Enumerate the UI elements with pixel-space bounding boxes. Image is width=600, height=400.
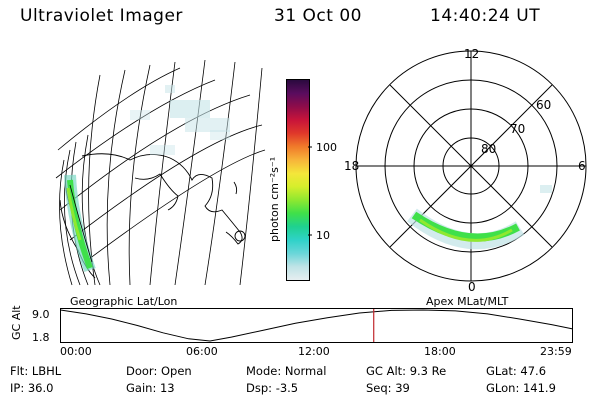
colorbar-tick-100: 100	[316, 141, 337, 154]
info-mode: Mode: Normal	[246, 364, 326, 378]
polar-plot: 12 18 6 0 60 70 80	[344, 47, 587, 294]
xtick-1200: 12:00	[298, 345, 330, 358]
info-ip: IP: 36.0	[10, 381, 53, 395]
xtick-0000: 00:00	[60, 345, 92, 358]
info-ip-label: IP:	[10, 381, 25, 395]
mlt-label-18: 18	[344, 159, 359, 173]
altitude-plot	[60, 308, 573, 343]
lat-label-70: 70	[510, 122, 525, 136]
info-dsp: Dsp: -3.5	[246, 381, 298, 395]
info-dsp-value: -3.5	[275, 381, 299, 395]
mlt-label-6: 6	[578, 159, 586, 173]
date-label: 31 Oct 00	[274, 6, 362, 26]
info-gcalt: GC Alt: 9.3 Re	[366, 364, 446, 378]
info-glat: GLat: 47.6	[486, 364, 546, 378]
info-glat-label: GLat:	[486, 364, 517, 378]
info-gcalt-value: 9.3 Re	[409, 364, 447, 378]
info-flt: Flt: LBHL	[10, 364, 61, 378]
info-glat-value: 47.6	[520, 364, 547, 378]
info-seq: Seq: 39	[366, 381, 410, 395]
instrument-title: Ultraviolet Imager	[20, 6, 183, 26]
xtick-0600: 06:00	[186, 345, 218, 358]
info-mode-label: Mode:	[246, 364, 282, 378]
altitude-frame	[60, 308, 573, 343]
info-seq-label: Seq:	[366, 381, 392, 395]
polar-aurora-oval	[407, 208, 525, 250]
geo-aurora-band	[64, 174, 96, 273]
info-flt-label: Flt:	[10, 364, 29, 378]
info-ip-value: 36.0	[27, 381, 54, 395]
info-gain-label: Gain:	[126, 381, 157, 395]
xtick-2359: 23:59	[540, 345, 572, 358]
altitude-ylabel: GC Alt	[10, 305, 23, 340]
colorbar-ticks	[308, 146, 312, 236]
info-door-value: Open	[160, 364, 192, 378]
lat-label-80: 80	[481, 142, 496, 156]
info-seq-value: 39	[395, 381, 410, 395]
info-glon-label: GLon:	[486, 381, 520, 395]
colorbar-tick-10: 10	[316, 229, 330, 242]
emission-speckles	[130, 85, 230, 155]
info-gcalt-label: GC Alt:	[366, 364, 407, 378]
polar-panel-label: Apex MLat/MLT	[426, 295, 509, 308]
info-gain-value: 13	[159, 381, 175, 395]
info-glon: GLon: 141.9	[486, 381, 556, 395]
altitude-ytick-max: 9.0	[32, 308, 50, 321]
polar-grid	[355, 50, 587, 282]
time-label: 14:40:24 UT	[430, 6, 541, 26]
geo-panel-label: Geographic Lat/Lon	[70, 295, 178, 308]
altitude-curve	[60, 309, 573, 342]
colorbar	[286, 79, 310, 281]
info-door: Door: Open	[126, 364, 192, 378]
info-glon-value: 141.9	[522, 381, 556, 395]
info-mode-value: Normal	[284, 364, 327, 378]
mlt-label-0: 0	[468, 280, 476, 294]
info-flt-value: LBHL	[31, 364, 62, 378]
xtick-1800: 18:00	[424, 345, 456, 358]
colorbar-unit-label: photon cm⁻²s⁻¹	[268, 156, 281, 242]
mlt-label-12: 12	[464, 47, 479, 61]
info-gain: Gain: 13	[126, 381, 175, 395]
info-door-label: Door:	[126, 364, 158, 378]
altitude-ytick-min: 1.8	[32, 331, 50, 344]
info-dsp-label: Dsp:	[246, 381, 273, 395]
lat-label-60: 60	[536, 98, 551, 112]
